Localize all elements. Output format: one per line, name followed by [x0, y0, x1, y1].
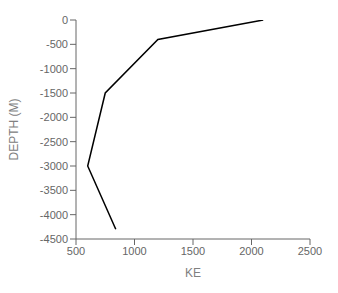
svg-text:DEPTH (M): DEPTH (M) — [8, 99, 21, 161]
svg-text:-500: -500 — [46, 38, 68, 50]
svg-text:2500: 2500 — [298, 245, 322, 257]
svg-text:500: 500 — [67, 245, 85, 257]
svg-text:2000: 2000 — [239, 245, 263, 257]
svg-text:-1500: -1500 — [40, 87, 68, 99]
svg-text:-4000: -4000 — [40, 209, 68, 221]
svg-text:-3000: -3000 — [40, 160, 68, 172]
svg-text:1000: 1000 — [122, 245, 146, 257]
svg-text:0: 0 — [62, 14, 68, 26]
svg-text:-3500: -3500 — [40, 184, 68, 196]
svg-text:-2500: -2500 — [40, 136, 68, 148]
svg-text:1500: 1500 — [181, 245, 205, 257]
svg-text:-1000: -1000 — [40, 63, 68, 75]
svg-text:-4500: -4500 — [40, 233, 68, 245]
svg-text:KE: KE — [185, 266, 201, 280]
svg-text:-2000: -2000 — [40, 111, 68, 123]
